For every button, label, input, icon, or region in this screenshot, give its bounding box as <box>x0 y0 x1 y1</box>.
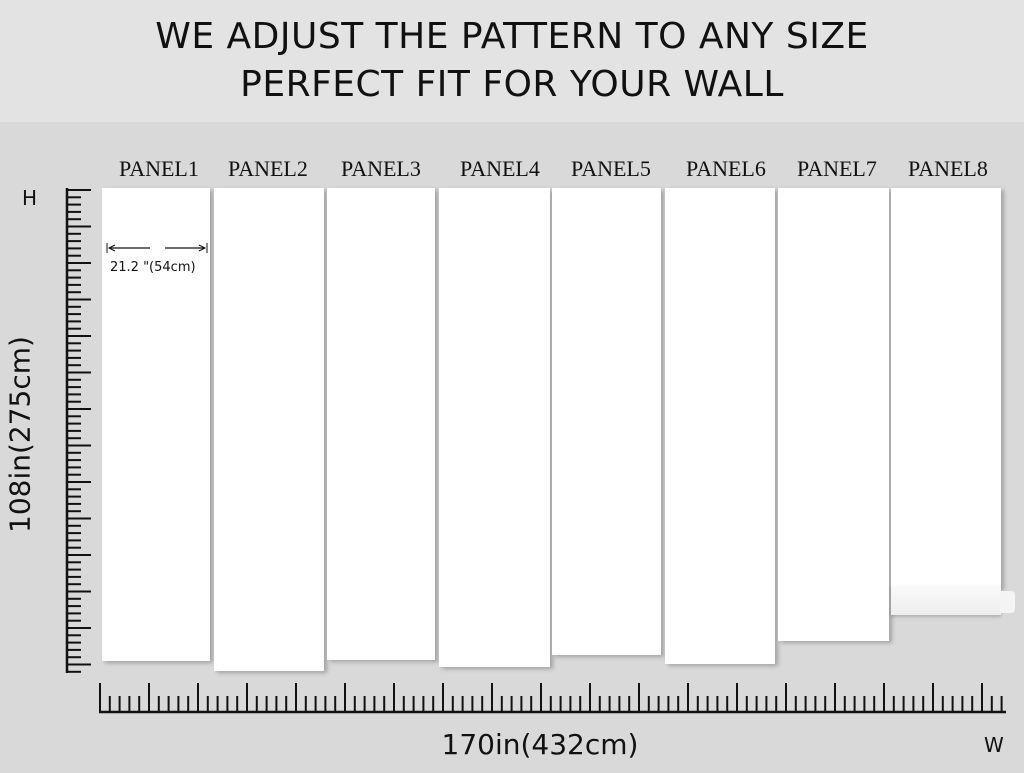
panel-width-label: 21.2 "(54cm) <box>110 260 196 275</box>
panel-5 <box>552 188 661 655</box>
panel-6 <box>665 188 775 664</box>
height-ruler <box>65 188 91 673</box>
panel-4 <box>439 188 550 667</box>
width-label: 170in(432cm) <box>441 728 639 761</box>
panel-label-4: PANEL4 <box>460 156 540 181</box>
wallpaper-roll <box>891 585 1001 615</box>
panel-label-1: PANEL1 <box>119 156 199 181</box>
panel-label-5: PANEL5 <box>571 156 651 181</box>
height-label: 108in(275cm) <box>3 336 37 533</box>
header-band <box>0 0 1024 122</box>
panel-8 <box>891 188 1001 588</box>
width-ruler <box>99 683 1006 714</box>
panel-3 <box>327 188 435 660</box>
width-corner-label: W <box>984 733 1004 757</box>
wallpaper-roll-end <box>1000 591 1015 613</box>
height-corner-label: H <box>22 186 38 210</box>
headline: WE ADJUST THE PATTERN TO ANY SIZE <box>155 16 869 57</box>
panel-label-2: PANEL2 <box>228 156 308 181</box>
panel-width-arrow <box>106 243 208 253</box>
panel-2 <box>214 188 324 671</box>
panel-label-7: PANEL7 <box>797 156 877 181</box>
panel-1 <box>102 188 210 661</box>
subheadline: PERFECT FIT FOR YOUR WALL <box>240 64 784 105</box>
panel-7 <box>778 188 889 641</box>
panel-label-3: PANEL3 <box>341 156 421 181</box>
panel-label-6: PANEL6 <box>686 156 766 181</box>
panel-label-8: PANEL8 <box>908 156 988 181</box>
